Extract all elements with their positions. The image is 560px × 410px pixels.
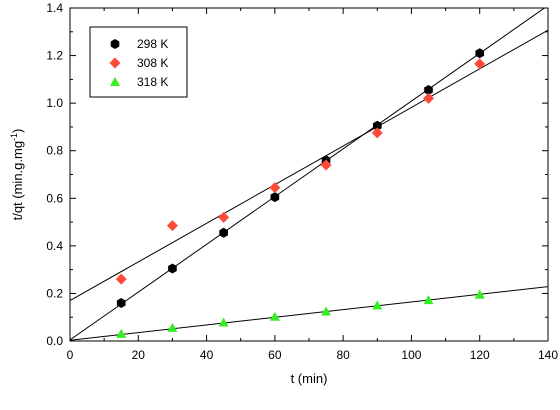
data-point-298k — [372, 120, 382, 131]
data-point-318k — [372, 300, 383, 310]
axis-ticks — [69, 7, 549, 342]
y-tick-label: 1.0 — [46, 96, 63, 110]
data-point-318k — [423, 295, 434, 305]
data-point-308k — [269, 182, 281, 194]
y-axis-title-main: t/qt (min.g.mg — [10, 141, 25, 220]
data-point-298k — [168, 263, 177, 274]
fit-line-318k — [70, 286, 548, 341]
data-point-318k — [474, 289, 485, 299]
data-point-308k — [423, 92, 434, 104]
x-tick-label: 100 — [401, 348, 421, 362]
data-point-298k — [270, 192, 280, 203]
legend-marker-318k — [110, 77, 120, 86]
data-point-318k — [321, 306, 332, 316]
y-axis-title-close: ) — [10, 129, 25, 133]
data-point-308k — [115, 273, 127, 285]
y-axis-title-superscript: -1 — [9, 133, 19, 141]
fit-line-298k — [70, 8, 546, 341]
y-tick-label: 0.2 — [46, 286, 63, 300]
legend: 298 K 308 K 318 K — [89, 26, 188, 98]
y-tick-label: 1.2 — [46, 49, 63, 63]
y-tick-label: 0.4 — [46, 239, 63, 253]
data-point-308k — [166, 220, 178, 232]
y-tick-label: 0.6 — [46, 191, 63, 205]
data-point-308k — [218, 211, 230, 223]
data-point-318k — [269, 311, 280, 321]
x-tick-label: 40 — [200, 348, 214, 362]
data-point-298k — [219, 227, 228, 238]
data-point-318k — [167, 322, 178, 332]
data-point-308k — [371, 127, 383, 139]
data-point-318k — [218, 317, 229, 327]
legend-marker-308k — [109, 57, 121, 69]
x-tick-label: 0 — [67, 348, 74, 362]
y-axis-title: t/qt (min.g.mg-1) — [9, 129, 25, 221]
x-tick-label: 20 — [132, 348, 146, 362]
legend-label-308k: 308 K — [137, 56, 168, 70]
data-point-308k — [320, 159, 332, 171]
data-point-318k — [116, 328, 127, 338]
y-tick-label: 0.0 — [46, 334, 63, 348]
data-point-298k — [116, 297, 126, 308]
data-markers — [115, 48, 486, 338]
tick-labels: 0 20 40 60 80 100 120 140 0.0 0.2 0.4 0.6 0.8 1.0 1.2 1… — [46, 1, 558, 362]
fit-lines — [70, 8, 548, 341]
data-point-298k — [475, 48, 485, 59]
legend-marker-298k — [110, 39, 120, 49]
x-tick-label: 120 — [470, 348, 490, 362]
fit-line-308k — [70, 29, 548, 301]
x-tick-label: 80 — [336, 348, 350, 362]
legend-label-298k: 298 K — [137, 37, 168, 51]
y-tick-label: 0.8 — [46, 144, 63, 158]
legend-label-318k: 318 K — [137, 75, 168, 89]
data-point-308k — [474, 58, 486, 70]
x-tick-label: 60 — [268, 348, 282, 362]
legend-box — [89, 26, 188, 98]
x-tick-label: 140 — [538, 348, 558, 362]
data-point-298k — [424, 85, 433, 96]
x-axis-title: t (min) — [291, 371, 328, 386]
y-tick-label: 1.4 — [46, 1, 63, 15]
